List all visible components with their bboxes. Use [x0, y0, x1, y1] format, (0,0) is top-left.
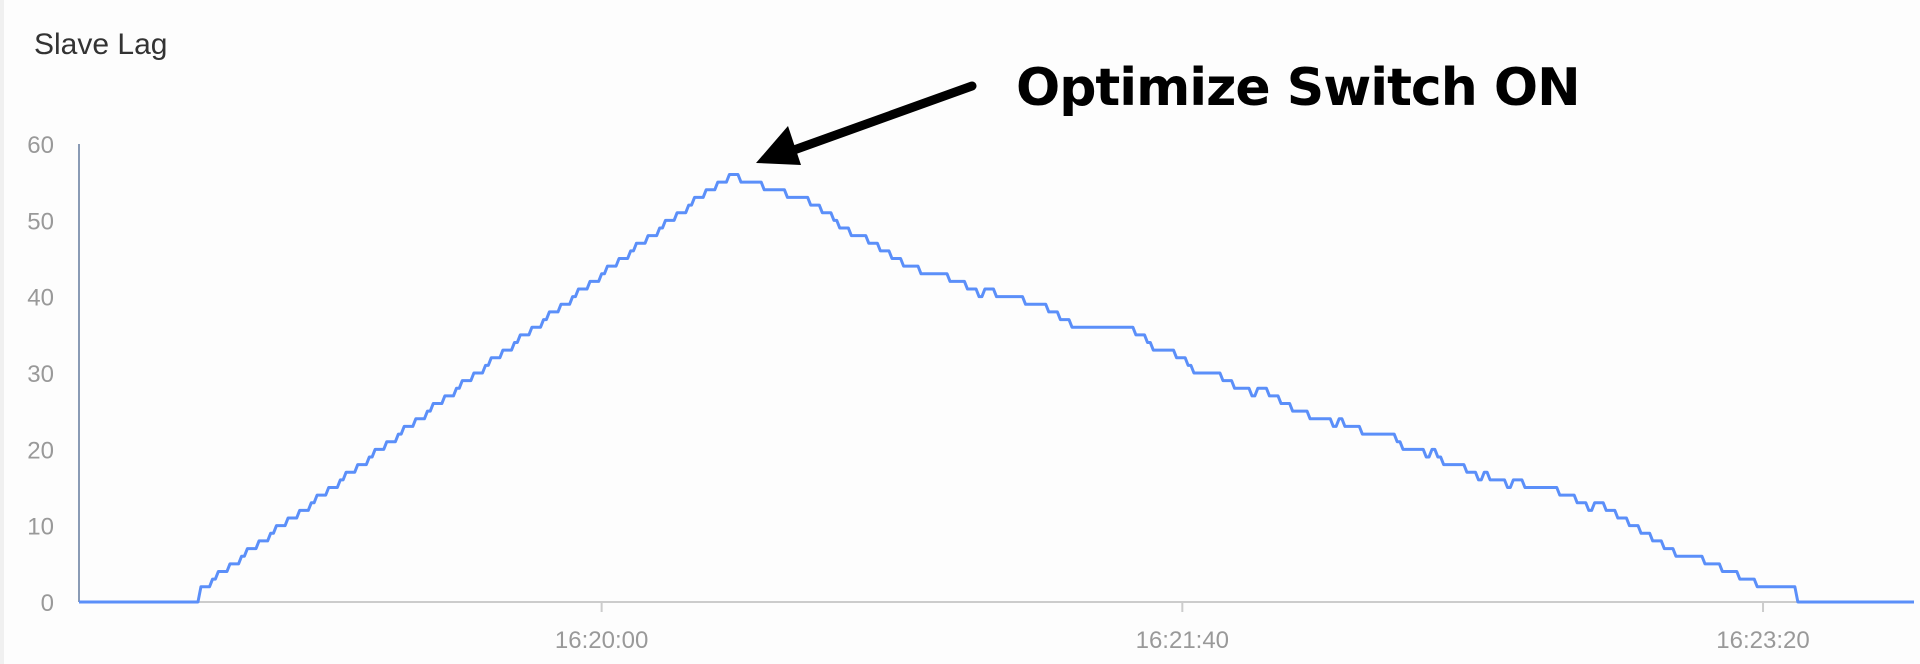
chart-title: Slave Lag — [34, 28, 168, 61]
annotation-label: Optimize Switch ON — [1016, 58, 1581, 118]
y-tick-label: 10 — [27, 514, 54, 541]
y-tick-label: 0 — [41, 590, 54, 617]
line-chart: 0 10 20 30 40 50 60 16:20:00 16:21:40 16:23:20 — [27, 81, 1914, 654]
x-tick-label: 16:21:40 — [1136, 627, 1229, 654]
y-tick-label: 40 — [27, 285, 54, 312]
y-tick-label: 30 — [27, 361, 54, 388]
annotation-arrow — [756, 81, 977, 165]
y-tick-label: 20 — [27, 437, 54, 464]
x-tick-label: 16:23:20 — [1716, 627, 1809, 654]
series-line — [79, 173, 1914, 604]
x-tick-label: 16:20:00 — [555, 627, 648, 654]
y-tick-label: 60 — [27, 132, 54, 159]
y-tick-label: 50 — [27, 208, 54, 235]
arrow-head-icon — [756, 126, 801, 165]
